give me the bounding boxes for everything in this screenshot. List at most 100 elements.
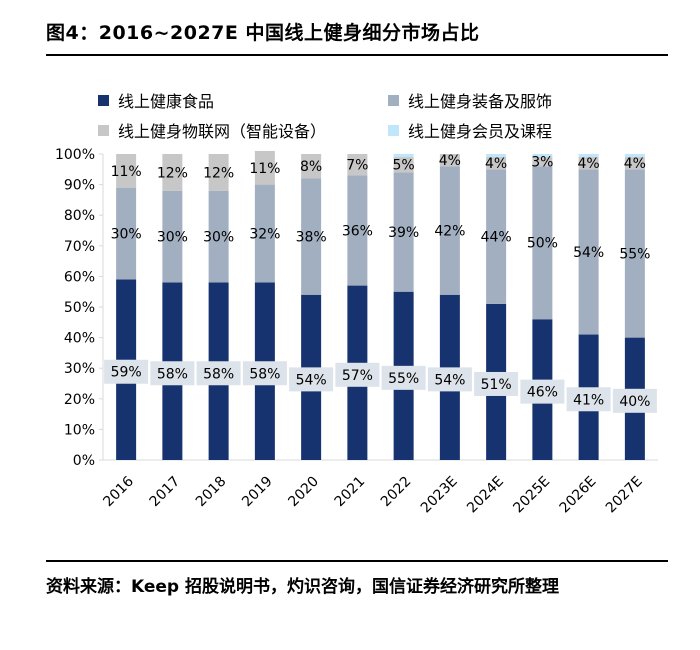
x-tick-label: 2027E bbox=[603, 474, 646, 517]
data-label-food: 55% bbox=[388, 371, 419, 387]
y-tick-label: 90% bbox=[64, 178, 95, 194]
bar-segment-equipment bbox=[208, 190, 229, 283]
data-label-food: 59% bbox=[111, 365, 142, 381]
data-label-food: 40% bbox=[619, 394, 650, 410]
legend-item-iot: 线上健身物联网（智能设备） bbox=[98, 118, 326, 142]
bar-segment-equipment bbox=[116, 187, 137, 280]
bar-segment-equipment bbox=[532, 166, 553, 320]
data-label-box bbox=[474, 371, 519, 396]
bar-segment-iot bbox=[439, 154, 460, 167]
bar-segment-iot bbox=[301, 154, 322, 179]
x-tick-label: 2020 bbox=[285, 474, 322, 511]
data-label-food: 58% bbox=[203, 366, 234, 382]
legend-swatch-equipment bbox=[388, 94, 399, 106]
y-tick-label: 20% bbox=[64, 392, 95, 408]
data-label-equipment: 38% bbox=[296, 230, 327, 246]
bar-segment-iot bbox=[162, 154, 183, 191]
data-label-equipment: 36% bbox=[342, 224, 373, 240]
stacked-bar-chart: 0% 10% 20% 30% 40% 50% 60% 70% 80% 90% 100% 2016 59%… bbox=[55, 147, 658, 517]
data-label-iot: 3% bbox=[531, 155, 553, 171]
legend-label-food: 线上健康食品 bbox=[118, 92, 215, 111]
x-tick-label: 2025E bbox=[510, 474, 553, 517]
legend-label-iot: 线上健身物联网（智能设备） bbox=[118, 122, 327, 141]
bar-segment-membership bbox=[532, 154, 553, 158]
y-tick-label: 80% bbox=[64, 208, 95, 224]
x-tick-label: 2024E bbox=[464, 474, 507, 517]
data-label-food: 41% bbox=[573, 392, 604, 408]
legend-item-food: 线上健康食品 bbox=[98, 88, 214, 112]
bar-segment-iot bbox=[393, 157, 414, 173]
data-label-box bbox=[150, 361, 195, 386]
y-tick-label: 100% bbox=[55, 147, 95, 163]
bar-segment-iot bbox=[624, 157, 645, 170]
data-label-box bbox=[242, 361, 287, 386]
x-tick-label: 2019 bbox=[239, 474, 276, 511]
data-label-food: 51% bbox=[481, 377, 512, 393]
data-label-equipment: 30% bbox=[111, 227, 142, 243]
source-divider bbox=[46, 560, 668, 562]
title-divider bbox=[46, 54, 668, 56]
data-label-iot: 11% bbox=[111, 164, 142, 180]
bar-segment-iot bbox=[486, 157, 507, 170]
data-label-iot: 4% bbox=[439, 153, 461, 169]
data-label-food: 46% bbox=[527, 385, 558, 401]
bar-segment-equipment bbox=[301, 178, 322, 295]
data-label-food: 54% bbox=[434, 372, 465, 388]
bar-segment-iot bbox=[254, 150, 275, 185]
data-label-iot: 4% bbox=[624, 156, 646, 172]
bar-segment-membership bbox=[624, 154, 645, 158]
bar-segment-equipment bbox=[624, 169, 645, 338]
data-label-food: 58% bbox=[249, 366, 280, 382]
data-label-equipment: 30% bbox=[157, 230, 188, 246]
bar-segment-iot bbox=[532, 157, 553, 167]
bar-segment-equipment bbox=[393, 172, 414, 292]
x-tick-label: 2016 bbox=[100, 473, 137, 510]
x-tick-label: 2023E bbox=[418, 474, 461, 517]
data-label-equipment: 55% bbox=[619, 246, 650, 262]
data-label-box bbox=[196, 361, 241, 386]
y-tick-label: 70% bbox=[64, 239, 95, 255]
chart-title: 图4：2016~2027E 中国线上健身细分市场占比 bbox=[46, 22, 480, 44]
bar-segment-equipment bbox=[486, 169, 507, 304]
data-label-iot: 4% bbox=[578, 156, 600, 172]
data-label-box bbox=[566, 387, 611, 412]
data-label-equipment: 42% bbox=[434, 224, 465, 240]
legend-swatch-iot bbox=[98, 124, 109, 136]
bar-segment-equipment bbox=[162, 190, 183, 283]
bar-segment-equipment bbox=[347, 175, 368, 286]
data-label-box bbox=[612, 388, 657, 413]
data-label-iot: 7% bbox=[346, 158, 368, 174]
x-tick-label: 2026E bbox=[557, 474, 600, 517]
legend-swatch-membership bbox=[388, 124, 399, 136]
data-label-box bbox=[381, 365, 426, 390]
data-label-iot: 8% bbox=[300, 159, 322, 175]
legend-label-membership: 线上健身会员及课程 bbox=[408, 122, 553, 141]
bar-segment-equipment bbox=[439, 166, 460, 295]
bar-segment-membership bbox=[578, 154, 599, 158]
y-tick-label: 60% bbox=[64, 269, 95, 285]
legend-swatch-food bbox=[98, 94, 109, 106]
x-tick-label: 2018 bbox=[193, 474, 230, 511]
y-tick-label: 10% bbox=[64, 422, 95, 438]
legend-item-membership: 线上健身会员及课程 bbox=[388, 118, 552, 142]
y-tick-label: 40% bbox=[64, 331, 95, 347]
x-tick-label: 2022 bbox=[378, 474, 415, 511]
bar-segment-iot bbox=[578, 157, 599, 170]
data-label-equipment: 39% bbox=[388, 225, 419, 241]
bar-segment-equipment bbox=[254, 184, 275, 283]
data-label-box bbox=[427, 367, 472, 392]
data-label-equipment: 54% bbox=[573, 245, 604, 261]
bar-segment-membership bbox=[486, 154, 507, 158]
x-tick-label: 2021 bbox=[332, 474, 369, 511]
data-label-equipment: 32% bbox=[249, 227, 280, 243]
bar-segment-iot bbox=[347, 154, 368, 176]
data-label-equipment: 30% bbox=[203, 230, 234, 246]
bar-segment-iot bbox=[116, 154, 137, 188]
data-label-iot: 11% bbox=[249, 161, 280, 177]
data-label-food: 58% bbox=[157, 366, 188, 382]
data-label-food: 57% bbox=[342, 368, 373, 384]
data-label-box bbox=[104, 359, 149, 384]
data-label-iot: 12% bbox=[203, 165, 234, 181]
data-label-food: 54% bbox=[296, 372, 327, 388]
data-label-iot: 5% bbox=[393, 158, 415, 174]
